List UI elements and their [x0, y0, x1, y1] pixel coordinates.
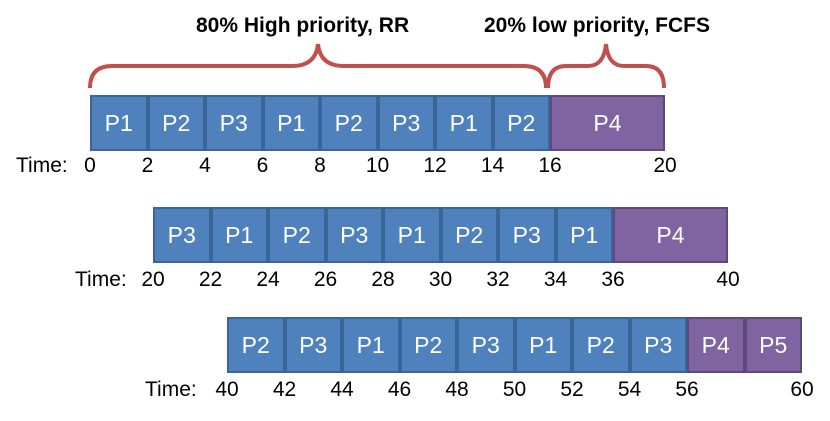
time-tick: 42 [272, 378, 297, 401]
segment-p3: P3 [377, 95, 435, 151]
low-priority-brace [546, 43, 666, 89]
time-tick: 20 [653, 154, 677, 177]
time-tick: 52 [560, 378, 584, 401]
segment-p1: P1 [555, 207, 613, 263]
segment-p3: P3 [284, 317, 342, 373]
time-tick: 46 [387, 378, 412, 401]
segment-p2: P2 [572, 317, 630, 373]
time-tick: 4 [199, 154, 211, 177]
segment-p3: P3 [498, 207, 556, 263]
time-tick: 40 [215, 378, 239, 401]
time-tick: 20 [141, 268, 165, 291]
time-tick: 8 [314, 154, 326, 177]
high-priority-brace [88, 43, 548, 89]
segment-p2: P2 [492, 95, 550, 151]
time-tick: 22 [198, 268, 223, 291]
time-tick: 24 [256, 268, 280, 291]
time-tick: 40 [716, 268, 740, 291]
time-tick: 60 [790, 378, 814, 401]
high-priority-heading: 80% High priority, RR [196, 14, 410, 37]
segment-p1: P1 [342, 317, 400, 373]
segment-p2: P2 [440, 207, 498, 263]
segment-p2: P2 [227, 317, 285, 373]
time-axis-label: Time: [145, 378, 197, 401]
time-axis-label: Time: [75, 268, 127, 291]
segment-p2: P2 [320, 95, 378, 151]
priority-braces [88, 43, 666, 89]
time-tick: 16 [538, 154, 562, 177]
segment-p1: P1 [90, 95, 148, 151]
time-tick: 36 [601, 268, 625, 291]
time-tick: 6 [256, 154, 269, 177]
time-tick: 54 [617, 378, 642, 401]
segment-p2: P2 [147, 95, 205, 151]
segment-p2: P2 [399, 317, 457, 373]
segment-p1: P1 [383, 207, 441, 263]
time-tick: 0 [84, 154, 96, 177]
time-tick: 48 [445, 378, 469, 401]
time-tick: 14 [480, 154, 505, 177]
time-tick: 28 [371, 268, 395, 291]
time-tick: 34 [543, 268, 568, 291]
segment-p4: P4 [687, 317, 745, 373]
segment-p3: P3 [457, 317, 515, 373]
segment-p1: P1 [210, 207, 268, 263]
segment-p3: P3 [205, 95, 263, 151]
time-tick: 32 [486, 268, 510, 291]
segment-p3: P3 [629, 317, 687, 373]
time-tick: 2 [141, 154, 154, 177]
low-priority-heading: 20% low priority, FCFS [484, 14, 710, 37]
time-tick: 30 [428, 268, 453, 291]
segment-p1: P1 [514, 317, 572, 373]
time-tick: 50 [502, 378, 527, 401]
segment-p4: P4 [550, 95, 665, 151]
segment-p4: P4 [613, 207, 728, 263]
time-tick: 10 [365, 154, 390, 177]
segment-p3: P3 [325, 207, 383, 263]
time-tick: 12 [423, 154, 447, 177]
time-tick: 56 [675, 378, 699, 401]
segment-p5: P5 [744, 317, 802, 373]
time-tick: 44 [330, 378, 354, 401]
segment-p1: P1 [435, 95, 493, 151]
time-axis-label: Time: [16, 154, 68, 177]
time-tick: 26 [313, 268, 338, 291]
segment-p2: P2 [268, 207, 326, 263]
segment-p1: P1 [262, 95, 320, 151]
segment-p3: P3 [153, 207, 211, 263]
